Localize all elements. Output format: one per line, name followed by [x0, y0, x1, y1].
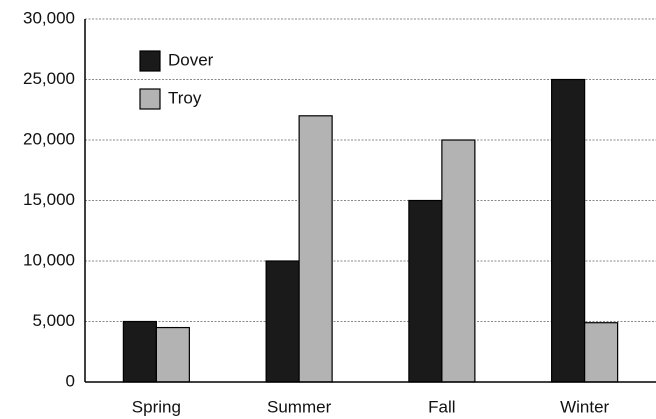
bar: [122, 320, 157, 383]
y-tick-label: 25,000: [23, 69, 75, 88]
bar: [298, 115, 333, 383]
bar: [265, 260, 300, 383]
x-tick-label: Spring: [132, 397, 181, 416]
x-tick-label: Winter: [560, 397, 609, 416]
legend-label: Troy: [168, 88, 202, 107]
bar: [584, 322, 619, 383]
bar: [155, 326, 190, 383]
y-tick-label: 30,000: [23, 8, 75, 27]
bar: [551, 78, 586, 383]
x-tick-label: Summer: [267, 397, 332, 416]
legend-label: Dover: [168, 50, 214, 69]
bar: [441, 139, 476, 383]
y-tick-label: 20,000: [23, 129, 75, 148]
legend-swatch: [139, 50, 161, 72]
y-tick-label: 10,000: [23, 250, 75, 269]
y-tick-label: 15,000: [23, 190, 75, 209]
y-tick-label: 5,000: [32, 311, 75, 330]
x-tick-label: Fall: [428, 397, 455, 416]
y-tick-label: 0: [66, 371, 75, 390]
legend-swatch: [139, 88, 161, 110]
bar: [408, 199, 443, 383]
